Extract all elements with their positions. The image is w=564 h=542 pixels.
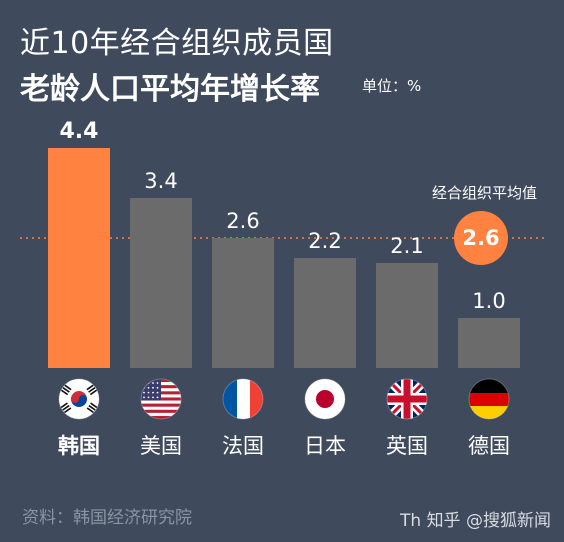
source-note: 资料：韩国经济研究院 <box>22 508 192 528</box>
bar-1 <box>130 198 192 368</box>
category-label-1: 美国 <box>140 434 182 458</box>
category-label-0: 韩国 <box>58 434 100 458</box>
category-label-2: 法国 <box>222 434 264 458</box>
value-label-1: 3.4 <box>144 169 177 193</box>
unit-label: 单位：% <box>362 77 422 95</box>
watermark: Th 知乎 @搜狐新闻 <box>400 511 551 531</box>
value-label-5: 1.0 <box>472 289 505 313</box>
category-label-4: 英国 <box>386 434 428 458</box>
value-label-2: 2.6 <box>226 209 259 233</box>
kr-flag-icon <box>58 378 100 420</box>
category-label-3: 日本 <box>304 434 346 458</box>
bar-0 <box>48 148 110 368</box>
category-label-5: 德国 <box>468 434 510 458</box>
chart-title-line1: 近10年经合组织成员国 <box>20 26 334 61</box>
bar-5 <box>458 318 520 368</box>
average-value: 2.6 <box>462 226 499 250</box>
bar-4 <box>376 263 438 368</box>
average-label: 经合组织平均值 <box>432 184 538 202</box>
jp-flag-icon <box>304 378 346 420</box>
bar-3 <box>294 258 356 368</box>
chart-title-line2: 老龄人口平均年增长率 <box>20 72 320 107</box>
value-label-0: 4.4 <box>60 119 99 144</box>
fr-flag-icon <box>222 378 264 420</box>
average-badge <box>454 211 508 265</box>
bar-2 <box>212 238 274 368</box>
uk-flag-icon <box>386 378 428 420</box>
us-flag-icon <box>140 378 182 420</box>
de-flag-icon <box>468 378 510 420</box>
value-label-3: 2.2 <box>308 229 341 253</box>
value-label-4: 2.1 <box>390 234 423 258</box>
